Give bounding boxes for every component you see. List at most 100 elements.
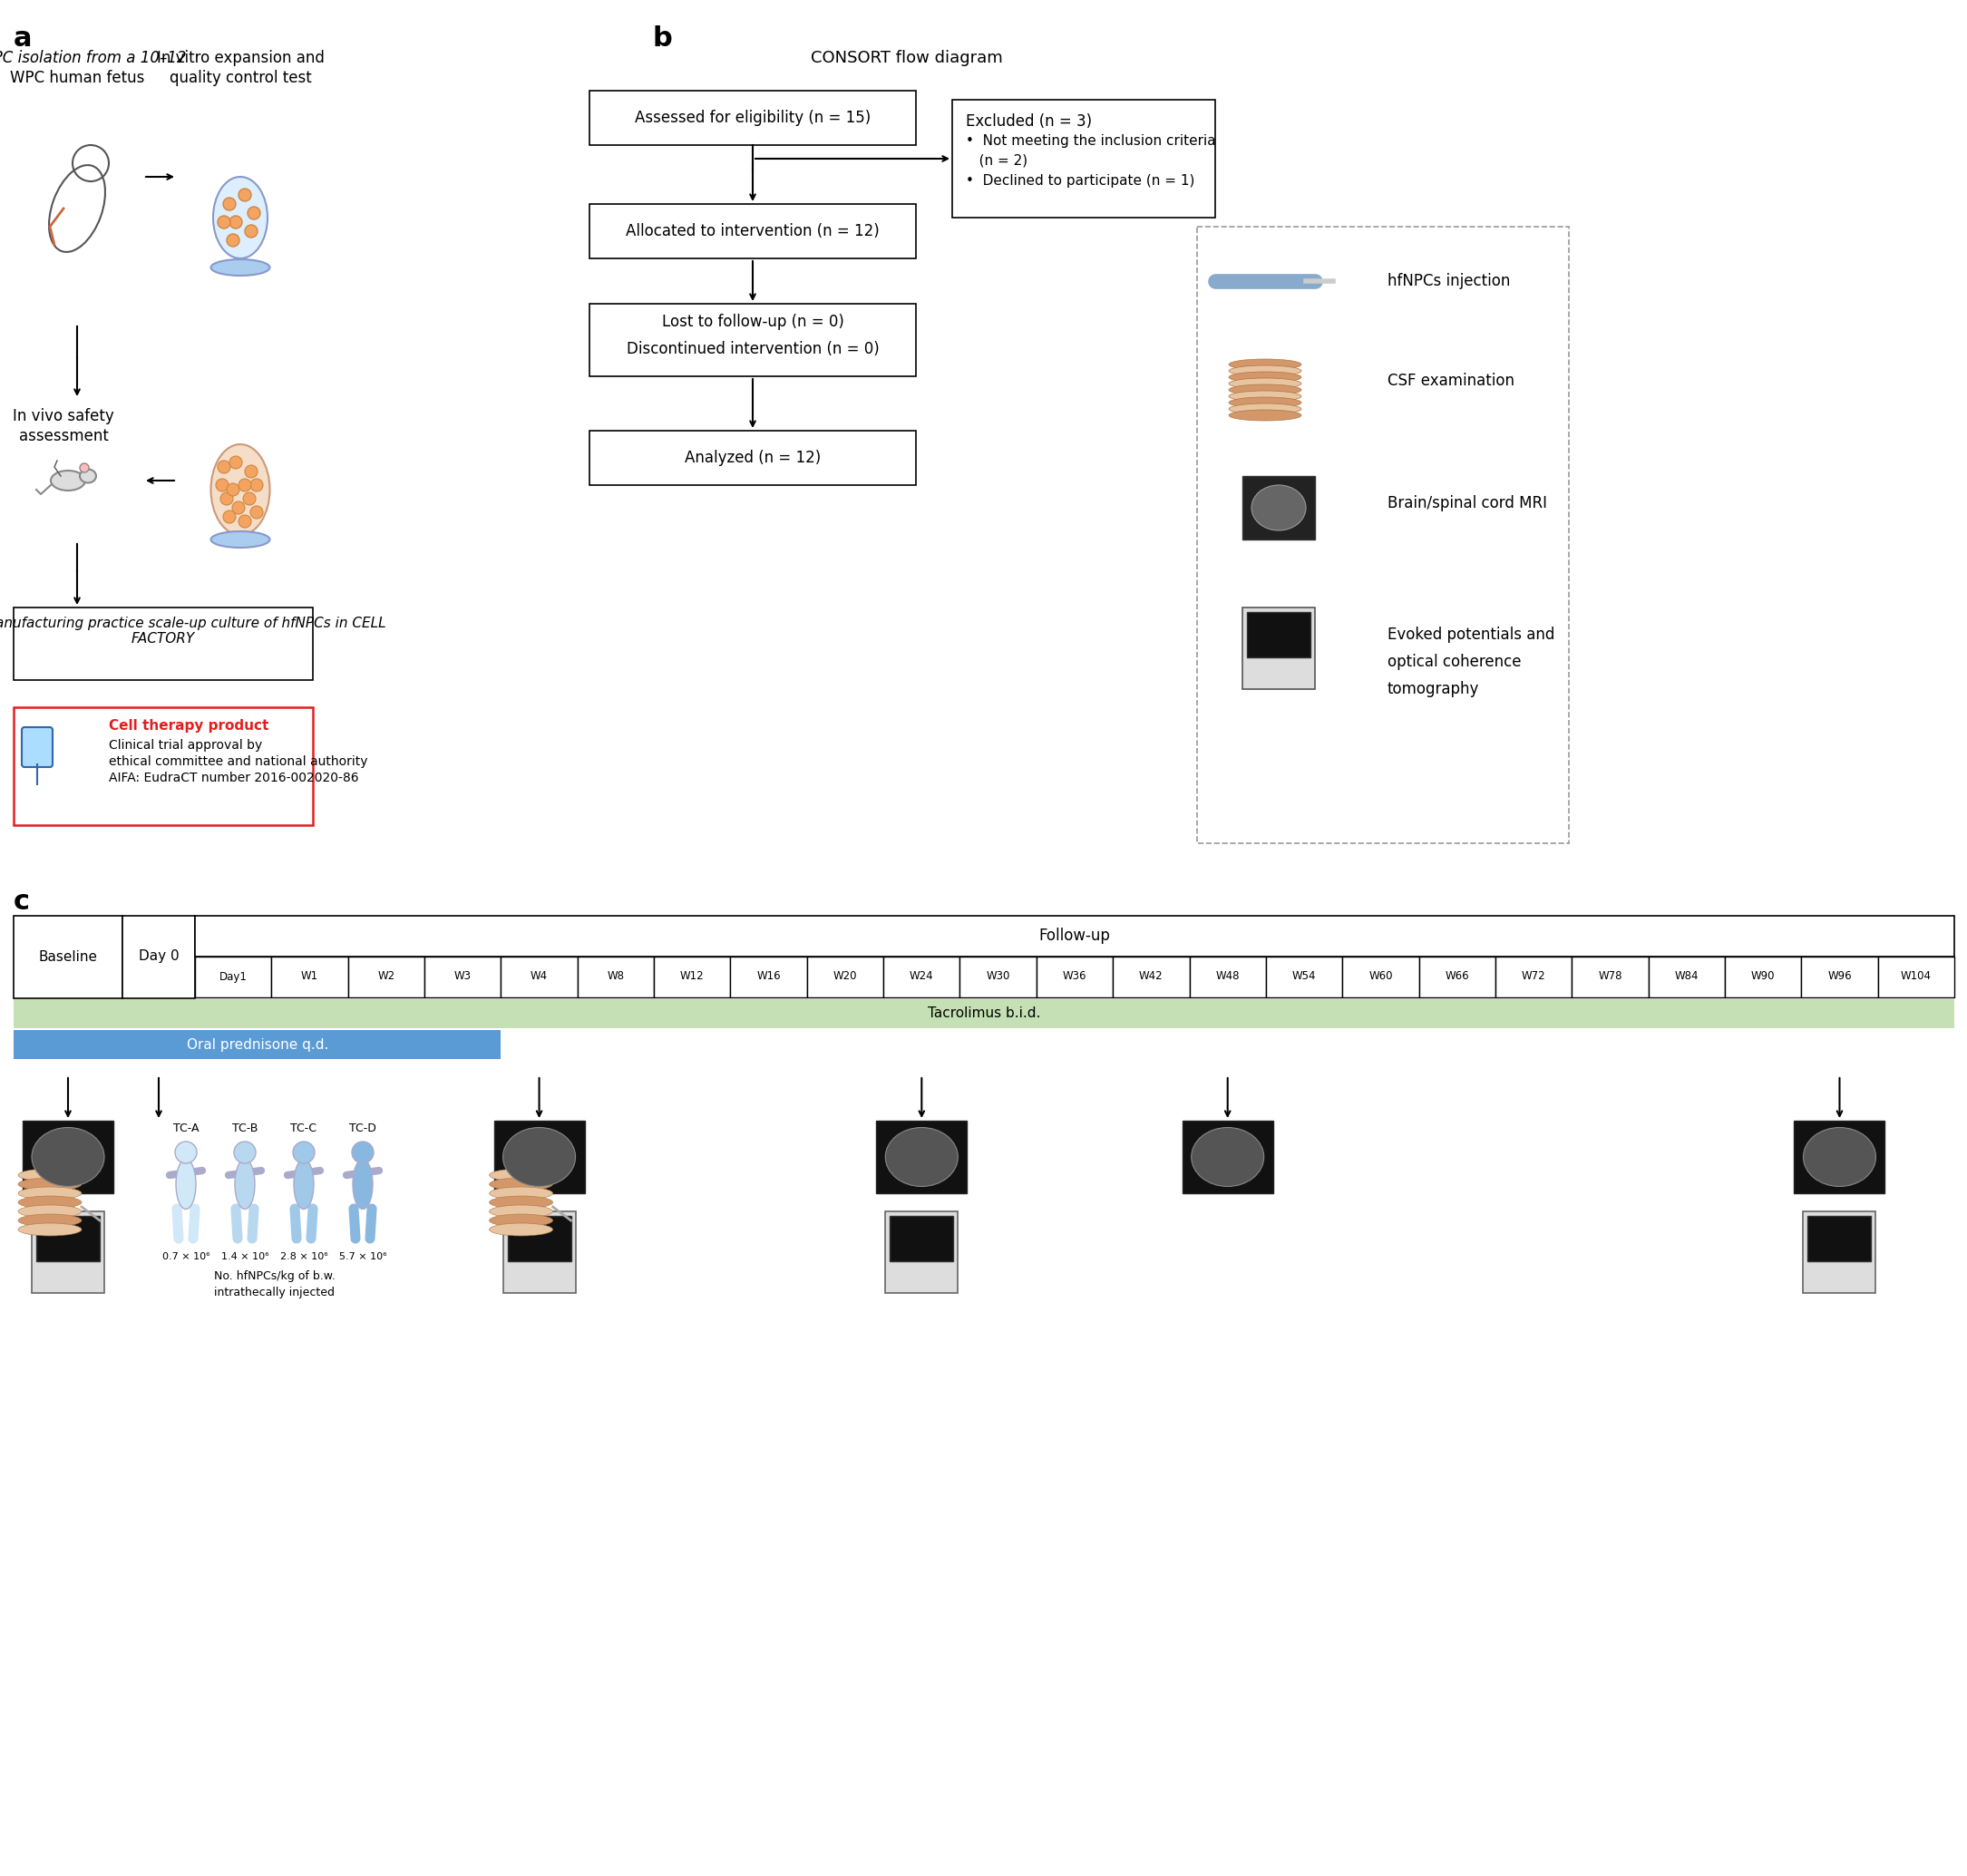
Text: W2: W2 [378, 970, 395, 983]
Bar [1418, 957, 1495, 998]
Ellipse shape [18, 1214, 81, 1227]
Ellipse shape [490, 1204, 553, 1218]
Text: Good manufacturing practice scale-up culture of hfNPCs in CELL
FACTORY: Good manufacturing practice scale-up cul… [0, 617, 386, 645]
Bar [885, 1212, 958, 1293]
Bar [35, 1216, 100, 1261]
Text: Excluded (n = 3): Excluded (n = 3) [966, 113, 1092, 129]
Bar [195, 915, 1955, 957]
Bar [14, 707, 313, 825]
Text: 1.4 × 10⁶: 1.4 × 10⁶ [220, 1251, 269, 1261]
Ellipse shape [490, 1214, 553, 1227]
Ellipse shape [885, 1127, 958, 1186]
Text: W1: W1 [301, 970, 319, 983]
Circle shape [244, 465, 258, 478]
Ellipse shape [490, 1169, 553, 1182]
Text: WPC human fetus: WPC human fetus [10, 69, 144, 86]
Ellipse shape [1229, 390, 1302, 401]
Ellipse shape [210, 445, 269, 535]
Ellipse shape [1229, 371, 1302, 383]
Circle shape [175, 1142, 197, 1163]
Ellipse shape [1251, 486, 1306, 531]
Text: W36: W36 [1062, 970, 1086, 983]
Circle shape [232, 501, 244, 514]
Bar [590, 304, 917, 377]
Ellipse shape [490, 1178, 553, 1191]
Text: 0.7 × 10⁶: 0.7 × 10⁶ [161, 1251, 210, 1261]
Bar [1198, 227, 1570, 842]
Text: Oral prednisone q.d.: Oral prednisone q.d. [187, 1037, 328, 1051]
Ellipse shape [81, 469, 96, 482]
Text: In vitro expansion and: In vitro expansion and [157, 51, 325, 66]
Text: assessment: assessment [18, 428, 108, 445]
Bar [1037, 957, 1113, 998]
Text: tomography: tomography [1387, 681, 1479, 698]
Text: Day1: Day1 [218, 970, 248, 983]
Bar [889, 1216, 954, 1261]
Text: optical coherence: optical coherence [1387, 653, 1520, 670]
Bar [1113, 957, 1190, 998]
Circle shape [218, 461, 230, 473]
Text: W78: W78 [1597, 970, 1623, 983]
Ellipse shape [293, 1159, 315, 1210]
Text: W104: W104 [1900, 970, 1932, 983]
Ellipse shape [18, 1204, 81, 1218]
Text: Analyzed (n = 12): Analyzed (n = 12) [685, 450, 820, 465]
Text: Cell therapy product: Cell therapy product [108, 719, 269, 734]
Text: W3: W3 [454, 970, 472, 983]
Ellipse shape [490, 1223, 553, 1236]
Bar [877, 1120, 968, 1193]
Text: No. hfNPCs/kg of b.w.: No. hfNPCs/kg of b.w. [214, 1270, 334, 1281]
Ellipse shape [1229, 366, 1302, 377]
Ellipse shape [1229, 403, 1302, 415]
Bar [31, 1212, 104, 1293]
Bar [1808, 1216, 1871, 1261]
Text: W66: W66 [1446, 970, 1469, 983]
Text: TC-C: TC-C [291, 1122, 317, 1135]
Text: W8: W8 [608, 970, 624, 983]
Circle shape [81, 463, 89, 473]
Circle shape [220, 492, 232, 505]
Text: Baseline: Baseline [39, 949, 98, 964]
Bar [494, 1120, 584, 1193]
Ellipse shape [18, 1223, 81, 1236]
Bar [1794, 1120, 1884, 1193]
Ellipse shape [1804, 1127, 1877, 1186]
Ellipse shape [504, 1127, 576, 1186]
Text: W48: W48 [1216, 970, 1239, 983]
Circle shape [234, 1142, 256, 1163]
Ellipse shape [18, 1188, 81, 1199]
Text: c: c [14, 889, 30, 915]
Bar [507, 1216, 570, 1261]
Text: 5.7 × 10⁶: 5.7 × 10⁶ [338, 1251, 387, 1261]
Circle shape [230, 456, 242, 469]
Bar [504, 1212, 576, 1293]
Bar [14, 608, 313, 679]
Ellipse shape [352, 1159, 372, 1210]
Text: Day 0: Day 0 [138, 949, 179, 964]
Text: TC-D: TC-D [350, 1122, 376, 1135]
Text: hfNPC isolation from a 10–12: hfNPC isolation from a 10–12 [0, 51, 187, 66]
Text: quality control test: quality control test [169, 69, 311, 86]
Text: TC-B: TC-B [232, 1122, 258, 1135]
Bar [1243, 477, 1316, 540]
Circle shape [222, 510, 236, 523]
Bar [14, 915, 122, 998]
Text: b: b [653, 26, 673, 53]
Ellipse shape [490, 1197, 553, 1208]
Circle shape [218, 216, 230, 229]
Text: W12: W12 [681, 970, 704, 983]
Circle shape [352, 1142, 374, 1163]
Bar [590, 90, 917, 144]
Text: CSF examination: CSF examination [1387, 373, 1515, 388]
Ellipse shape [51, 471, 85, 490]
Circle shape [230, 216, 242, 229]
Bar [590, 204, 917, 259]
Text: a: a [14, 26, 31, 53]
Circle shape [216, 478, 228, 492]
Bar [653, 957, 730, 998]
Ellipse shape [175, 1159, 197, 1210]
Bar [578, 957, 653, 998]
Circle shape [244, 225, 258, 238]
Bar [122, 915, 195, 998]
Ellipse shape [18, 1169, 81, 1182]
